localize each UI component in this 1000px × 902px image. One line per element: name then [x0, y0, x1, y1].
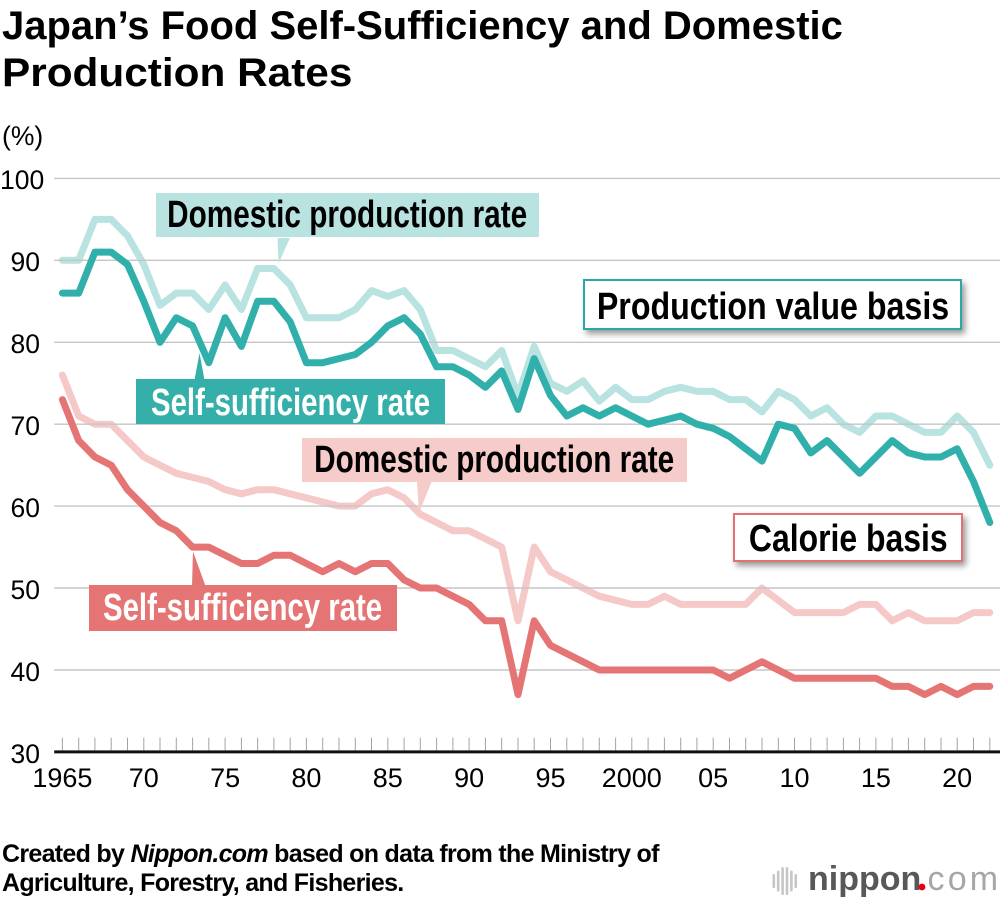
- svg-text:com: com: [928, 860, 1000, 898]
- svg-text:nippon: nippon: [808, 860, 921, 898]
